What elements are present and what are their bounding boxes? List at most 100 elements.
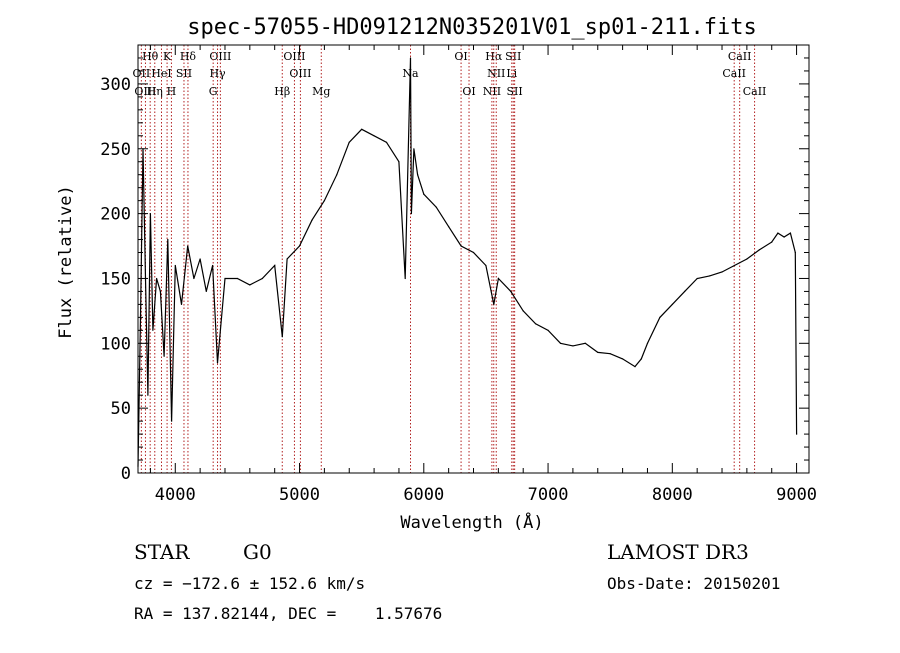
data-point — [323, 200, 325, 202]
spectral-line-label: CaII — [722, 67, 746, 80]
data-point — [584, 342, 586, 344]
data-point — [193, 277, 195, 280]
data-point — [147, 394, 149, 396]
data-point — [385, 141, 388, 143]
x-tick-label: 9000 — [776, 485, 817, 505]
data-point — [413, 148, 415, 150]
x-axis-label: Wavelength (Å) — [400, 511, 543, 533]
data-point — [224, 277, 226, 280]
data-point — [783, 236, 785, 238]
data-point — [789, 232, 792, 234]
object-subclass: G0 — [243, 540, 272, 564]
spectral-line-label: HeI — [151, 67, 171, 80]
plot-frame — [137, 44, 810, 474]
data-point — [460, 245, 462, 247]
spectral-line-label: SII — [507, 85, 523, 98]
data-point — [485, 264, 487, 267]
y-tick-label: 200 — [100, 205, 131, 225]
spectral-line-label: K — [163, 50, 172, 63]
data-point — [163, 355, 165, 357]
y-axis-label: Flux (relative) — [56, 185, 76, 339]
data-point — [298, 245, 301, 247]
spectral-line-label: Hα — [485, 50, 503, 63]
y-tick-label: 50 — [111, 399, 131, 419]
data-point — [373, 135, 375, 137]
spectral-line-label: OIII — [289, 67, 311, 80]
data-point — [448, 226, 450, 228]
x-tick-label: 6000 — [403, 485, 444, 505]
obs-date: Obs-Date: 20150201 — [607, 574, 781, 593]
data-point — [286, 258, 288, 260]
data-point — [522, 310, 524, 312]
survey-name: LAMOST DR3 — [607, 540, 749, 564]
y-tick-label: 150 — [100, 269, 131, 289]
data-point — [493, 303, 495, 305]
data-point — [547, 329, 549, 331]
spectral-line-label: Hγ — [209, 67, 226, 80]
data-point — [274, 264, 276, 267]
data-point — [771, 241, 773, 243]
spectral-line-label: Li — [506, 67, 517, 80]
y-tick-label: 300 — [100, 75, 131, 95]
spectral-line-label: Hθ — [142, 50, 159, 63]
data-point — [696, 277, 698, 280]
data-point — [261, 277, 263, 280]
y-tick-label: 250 — [100, 140, 131, 160]
data-point — [159, 290, 161, 292]
data-point — [535, 323, 537, 325]
spectral-line-label: SII — [505, 50, 521, 63]
spectral-line-label: OIII — [283, 50, 305, 63]
data-point — [597, 351, 599, 353]
data-point — [205, 290, 207, 292]
data-point — [572, 345, 574, 347]
data-point — [417, 174, 419, 176]
data-point — [236, 277, 238, 280]
x-tick-label: 5000 — [279, 485, 320, 505]
spectral-line-label: OIII — [209, 50, 231, 63]
spectral-line-label: G — [209, 85, 218, 98]
data-point — [796, 433, 798, 435]
data-point — [622, 358, 624, 360]
spectral-line-label: Hη — [147, 85, 163, 98]
x-tick-label: 4000 — [155, 485, 196, 505]
data-point — [497, 277, 499, 280]
coordinates-readout: RA = 137.82144, DEC = 1.57676 — [134, 604, 443, 623]
data-point — [472, 251, 475, 254]
data-point — [281, 336, 283, 338]
spectrum-series — [137, 57, 798, 468]
spectral-line-label: NII — [483, 85, 501, 98]
object-class: STAR — [134, 540, 190, 564]
data-point — [559, 342, 562, 344]
data-point — [410, 213, 412, 215]
series-line-flux — [137, 57, 798, 467]
data-point — [199, 258, 201, 260]
data-point — [721, 271, 723, 273]
data-point — [156, 277, 158, 280]
data-point — [404, 277, 406, 280]
data-point — [409, 57, 412, 59]
data-point — [646, 342, 649, 344]
redshift-readout: cz = −172.6 ± 152.6 km/s — [134, 574, 366, 593]
data-point — [149, 213, 151, 215]
y-axis-ticks: 0 50 100 150 200 250 300 — [100, 44, 809, 484]
spectral-line-label: OIII — [134, 85, 156, 98]
spectral-line-label: OI — [462, 85, 475, 98]
x-axis-ticks: 4000 5000 6000 7000 8000 9000 — [149, 45, 817, 505]
data-point — [174, 264, 176, 267]
y-tick-label: 0 — [121, 464, 131, 484]
spectral-line-label: Hβ — [274, 85, 290, 98]
data-point — [249, 284, 251, 286]
chart-title: spec-57055-HD091212N035201V01_sp01-211.f… — [187, 15, 757, 40]
data-point — [212, 264, 214, 267]
spectral-line-label: Mg — [312, 85, 330, 98]
data-point — [640, 358, 642, 360]
data-point — [423, 193, 425, 195]
spectral-line-label: CaII — [743, 85, 767, 98]
spectral-line-label: SII — [176, 67, 192, 80]
data-point — [746, 258, 748, 260]
data-point — [187, 245, 189, 247]
data-point — [311, 219, 313, 221]
